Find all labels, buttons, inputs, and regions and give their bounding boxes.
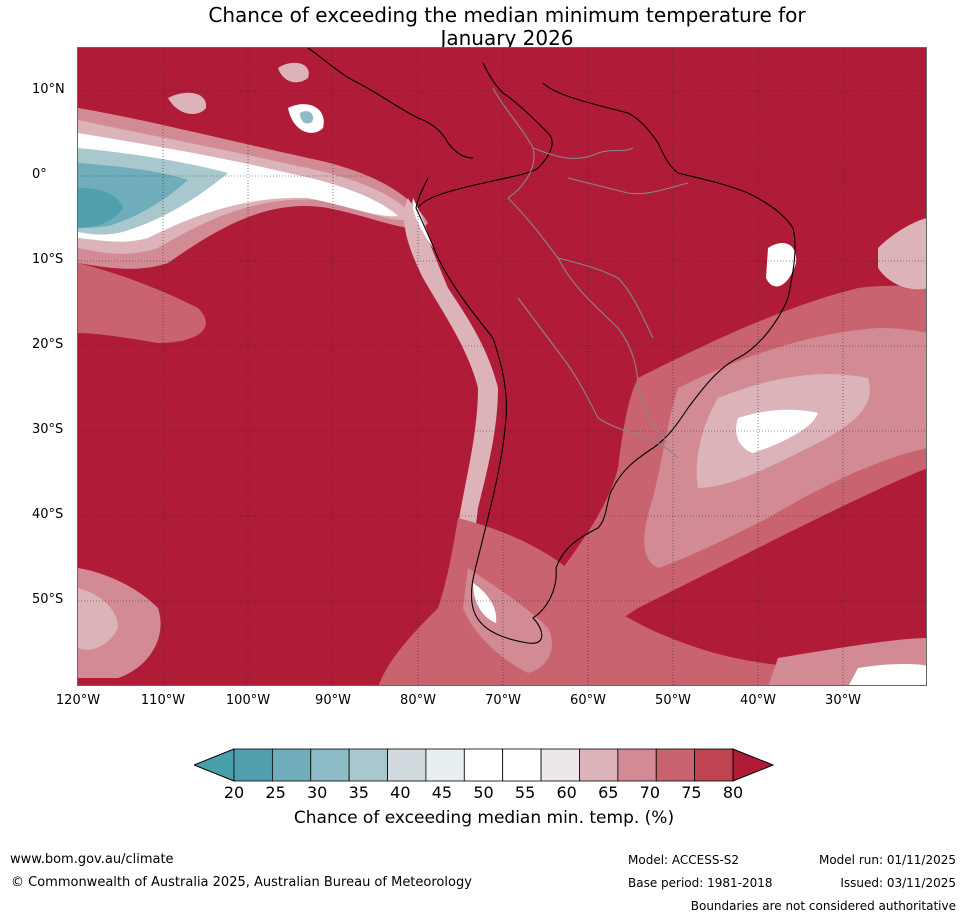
graticule: [78, 48, 926, 685]
lon-label-30w: 30°W: [825, 693, 861, 708]
colorbar-segment: [425, 748, 465, 782]
colorbar-tick-label: 20: [223, 783, 245, 802]
colorbar-tick-label: 55: [514, 783, 536, 802]
website-link[interactable]: www.bom.gov.au/climate: [10, 852, 174, 867]
patagonia-anomaly: [78, 518, 926, 685]
colorbar-segment: [310, 748, 350, 782]
lat-label-10n: 10°N: [32, 82, 65, 97]
lon-label-70w: 70°W: [485, 693, 521, 708]
lat-label-30s: 30°S: [32, 422, 64, 437]
colorbar-tick-label: 35: [348, 783, 369, 802]
colorbar-label: Chance of exceeding median min. temp. (%…: [293, 808, 675, 828]
colorbar-segment: [655, 748, 696, 782]
lat-label-0: 0°: [32, 167, 47, 182]
colorbar-segment: [540, 748, 580, 782]
map-layers: [78, 48, 926, 685]
lat-label-50s: 50°S: [32, 592, 64, 607]
colorbar-tick-label: 45: [431, 783, 453, 802]
map-title-line1: Chance of exceeding the median minimum t…: [208, 3, 806, 27]
colorbar-segment: [348, 748, 388, 782]
colorbar-tick-label: 25: [265, 783, 286, 802]
lon-label-90w: 90°W: [315, 693, 351, 708]
colorbar-segment: [271, 748, 312, 782]
lon-label-40w: 40°W: [740, 693, 776, 708]
lon-label-120w: 120°W: [55, 693, 101, 708]
issued-date: Issued: 03/11/2025: [840, 876, 956, 890]
colorbar-segment: [694, 748, 734, 782]
country-borders: [492, 87, 689, 459]
lat-label-20s: 20°S: [32, 337, 64, 352]
south-atlantic-anomaly: [533, 218, 926, 648]
lon-label-100w: 100°W: [225, 693, 271, 708]
map-title: Chance of exceeding the median minimum t…: [0, 4, 965, 50]
colorbar-tick-label: 40: [390, 783, 411, 802]
colorbar-under-arrow: [194, 748, 235, 782]
colorbar-tick-label: 80: [722, 783, 744, 802]
colorbar-segments: [233, 748, 734, 782]
model-name: Model: ACCESS-S2: [628, 853, 740, 867]
lat-label-40s: 40°S: [32, 507, 64, 522]
peru-chile-coast-band: [403, 198, 498, 608]
north-pacific-patch: [278, 62, 309, 83]
lon-label-50w: 50°W: [655, 693, 691, 708]
colorbar-tick-label: 75: [681, 783, 702, 802]
map-title-line2: January 2026: [440, 26, 574, 50]
north-pacific-blue-patch: [300, 111, 314, 124]
base-period: Base period: 1981-2018: [628, 876, 773, 890]
colorbar-segment: [579, 748, 619, 782]
colorbar-tick-label: 50: [473, 783, 494, 802]
probability-map: [77, 47, 927, 686]
lat-label-10s: 10°S: [32, 252, 64, 267]
lon-label-80w: 80°W: [400, 693, 436, 708]
model-run: Model run: 01/11/2025: [818, 853, 956, 867]
colorbar-segment: [463, 748, 504, 782]
central-america-coast: [307, 48, 474, 159]
colorbar-tick-label: 65: [598, 783, 619, 802]
colorbar-tick-label: 60: [556, 783, 577, 802]
colorbar-tick-label: 30: [306, 783, 328, 802]
colorbar-tick-label: 70: [639, 783, 660, 802]
colorbar-segment: [502, 748, 542, 782]
colorbar-segment: [617, 748, 657, 782]
copyright-text: © Commonwealth of Australia 2025, Austra…: [11, 875, 472, 890]
north-pacific-pink-patch: [168, 92, 207, 114]
disclaimer: Boundaries are not considered authoritat…: [690, 899, 956, 913]
colorbar: [194, 748, 774, 782]
coastline: [415, 62, 796, 644]
southeast-pacific-band: [78, 263, 206, 343]
colorbar-over-arrow: [732, 748, 774, 782]
lon-label-60w: 60°W: [570, 693, 606, 708]
pacific-anomaly-band: [78, 108, 428, 269]
colorbar-segment: [387, 748, 427, 782]
colorbar-segment: [233, 748, 273, 782]
lon-label-110w: 110°W: [140, 693, 186, 708]
